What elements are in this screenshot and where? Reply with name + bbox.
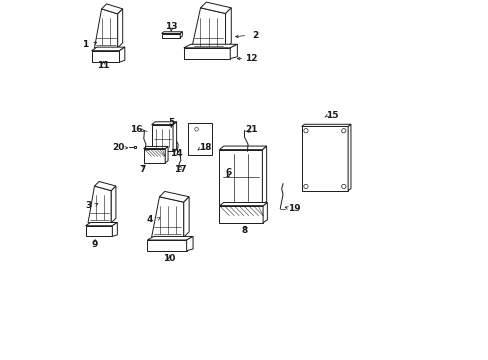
Polygon shape [183, 197, 189, 237]
Polygon shape [88, 186, 111, 223]
Polygon shape [85, 222, 117, 226]
Polygon shape [118, 9, 122, 48]
Polygon shape [91, 51, 119, 62]
Polygon shape [219, 146, 266, 150]
Text: 10: 10 [163, 254, 175, 263]
Text: 18: 18 [199, 143, 211, 152]
Text: 20: 20 [112, 143, 125, 152]
Polygon shape [347, 124, 350, 191]
Polygon shape [230, 44, 237, 59]
Polygon shape [183, 44, 237, 48]
Text: 12: 12 [245, 54, 257, 63]
Text: 21: 21 [245, 126, 257, 135]
Text: 5: 5 [168, 118, 174, 127]
Polygon shape [183, 48, 230, 59]
Polygon shape [219, 206, 263, 223]
Polygon shape [219, 203, 267, 206]
Polygon shape [186, 237, 193, 251]
Polygon shape [85, 226, 112, 237]
Polygon shape [263, 203, 267, 223]
Polygon shape [151, 125, 173, 152]
Polygon shape [162, 32, 182, 33]
Text: 1: 1 [82, 40, 88, 49]
Polygon shape [143, 149, 165, 163]
Text: 2: 2 [252, 31, 258, 40]
Polygon shape [151, 122, 176, 125]
Text: 8: 8 [241, 225, 247, 234]
Polygon shape [102, 4, 122, 14]
Text: 9: 9 [92, 240, 98, 249]
Text: 7: 7 [139, 165, 145, 174]
Polygon shape [301, 126, 347, 191]
Text: 15: 15 [325, 111, 338, 120]
Polygon shape [159, 192, 189, 202]
Polygon shape [225, 8, 231, 49]
Polygon shape [180, 32, 182, 38]
Text: 17: 17 [174, 165, 186, 174]
Text: 16: 16 [129, 126, 142, 135]
Text: 13: 13 [164, 22, 177, 31]
Polygon shape [111, 186, 116, 223]
Polygon shape [112, 222, 117, 237]
Text: 14: 14 [170, 149, 183, 158]
Polygon shape [191, 8, 225, 49]
Polygon shape [301, 124, 350, 126]
Polygon shape [134, 146, 136, 148]
Polygon shape [165, 147, 168, 163]
Polygon shape [200, 2, 231, 14]
Text: 3: 3 [85, 201, 91, 210]
Polygon shape [143, 147, 168, 149]
Polygon shape [219, 150, 262, 205]
Text: 4: 4 [146, 215, 153, 224]
Polygon shape [119, 47, 124, 62]
Polygon shape [147, 240, 186, 251]
Polygon shape [173, 122, 176, 152]
Polygon shape [94, 181, 116, 191]
Polygon shape [91, 47, 124, 51]
Polygon shape [262, 146, 266, 205]
Polygon shape [94, 9, 118, 48]
Polygon shape [151, 197, 183, 237]
Text: 11: 11 [97, 61, 109, 70]
Polygon shape [147, 237, 193, 240]
Text: 6: 6 [225, 168, 231, 177]
Polygon shape [162, 33, 180, 38]
Polygon shape [188, 123, 212, 155]
Text: 19: 19 [287, 204, 300, 213]
